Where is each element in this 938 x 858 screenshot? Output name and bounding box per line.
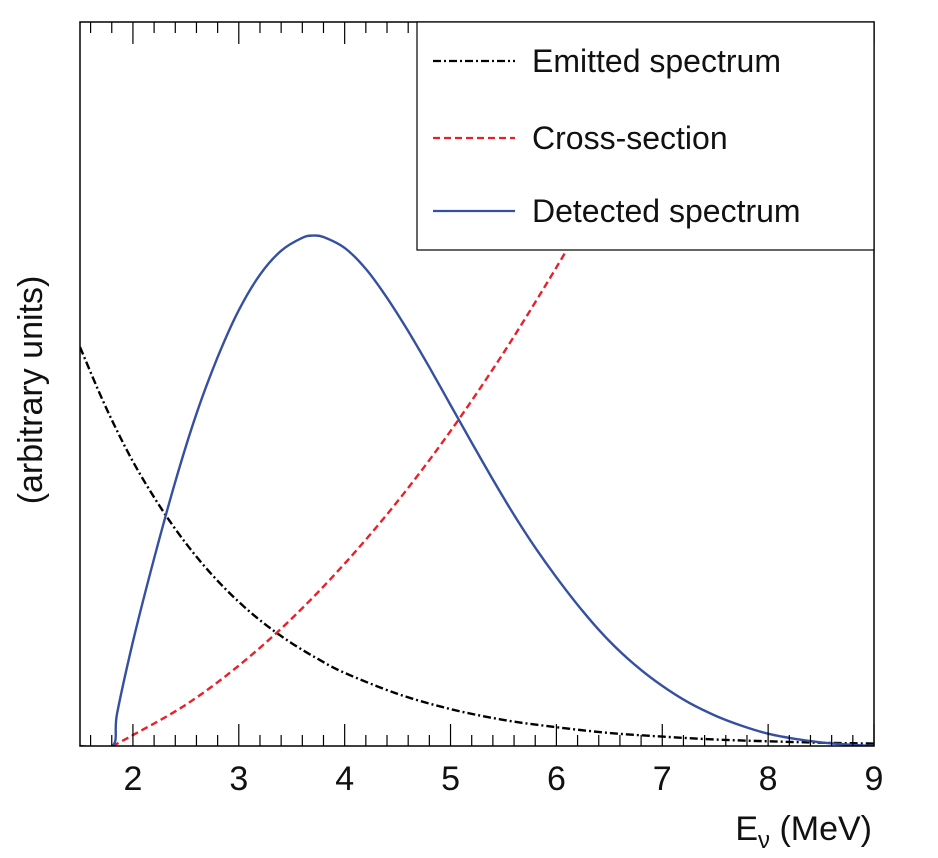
- x-tick-label: 5: [441, 760, 460, 798]
- x-tick-label: 4: [335, 760, 354, 798]
- series-line-cross-section: [111, 202, 595, 746]
- x-tick-label: 9: [865, 760, 884, 798]
- x-tick-labels: 2 3 4 5 6 7 8 9: [123, 760, 883, 798]
- legend-label: Detected spectrum: [532, 193, 801, 229]
- x-tick-label: 7: [653, 760, 672, 798]
- legend-label: Cross-section: [532, 120, 728, 156]
- x-axis-label: Eν (MeV): [735, 810, 872, 854]
- series-layer: [80, 202, 874, 746]
- legend-label: Emitted spectrum: [532, 43, 781, 79]
- series-line-detected-spectrum: [80, 234, 874, 746]
- y-axis-label: (arbitrary units): [12, 276, 50, 505]
- x-tick-label: 6: [547, 760, 566, 798]
- x-tick-label: 8: [759, 760, 778, 798]
- x-tick-label: 3: [229, 760, 248, 798]
- x-tick-label: 2: [123, 760, 142, 798]
- legend: Emitted spectrum Cross-section Detected sp…: [416, 21, 875, 251]
